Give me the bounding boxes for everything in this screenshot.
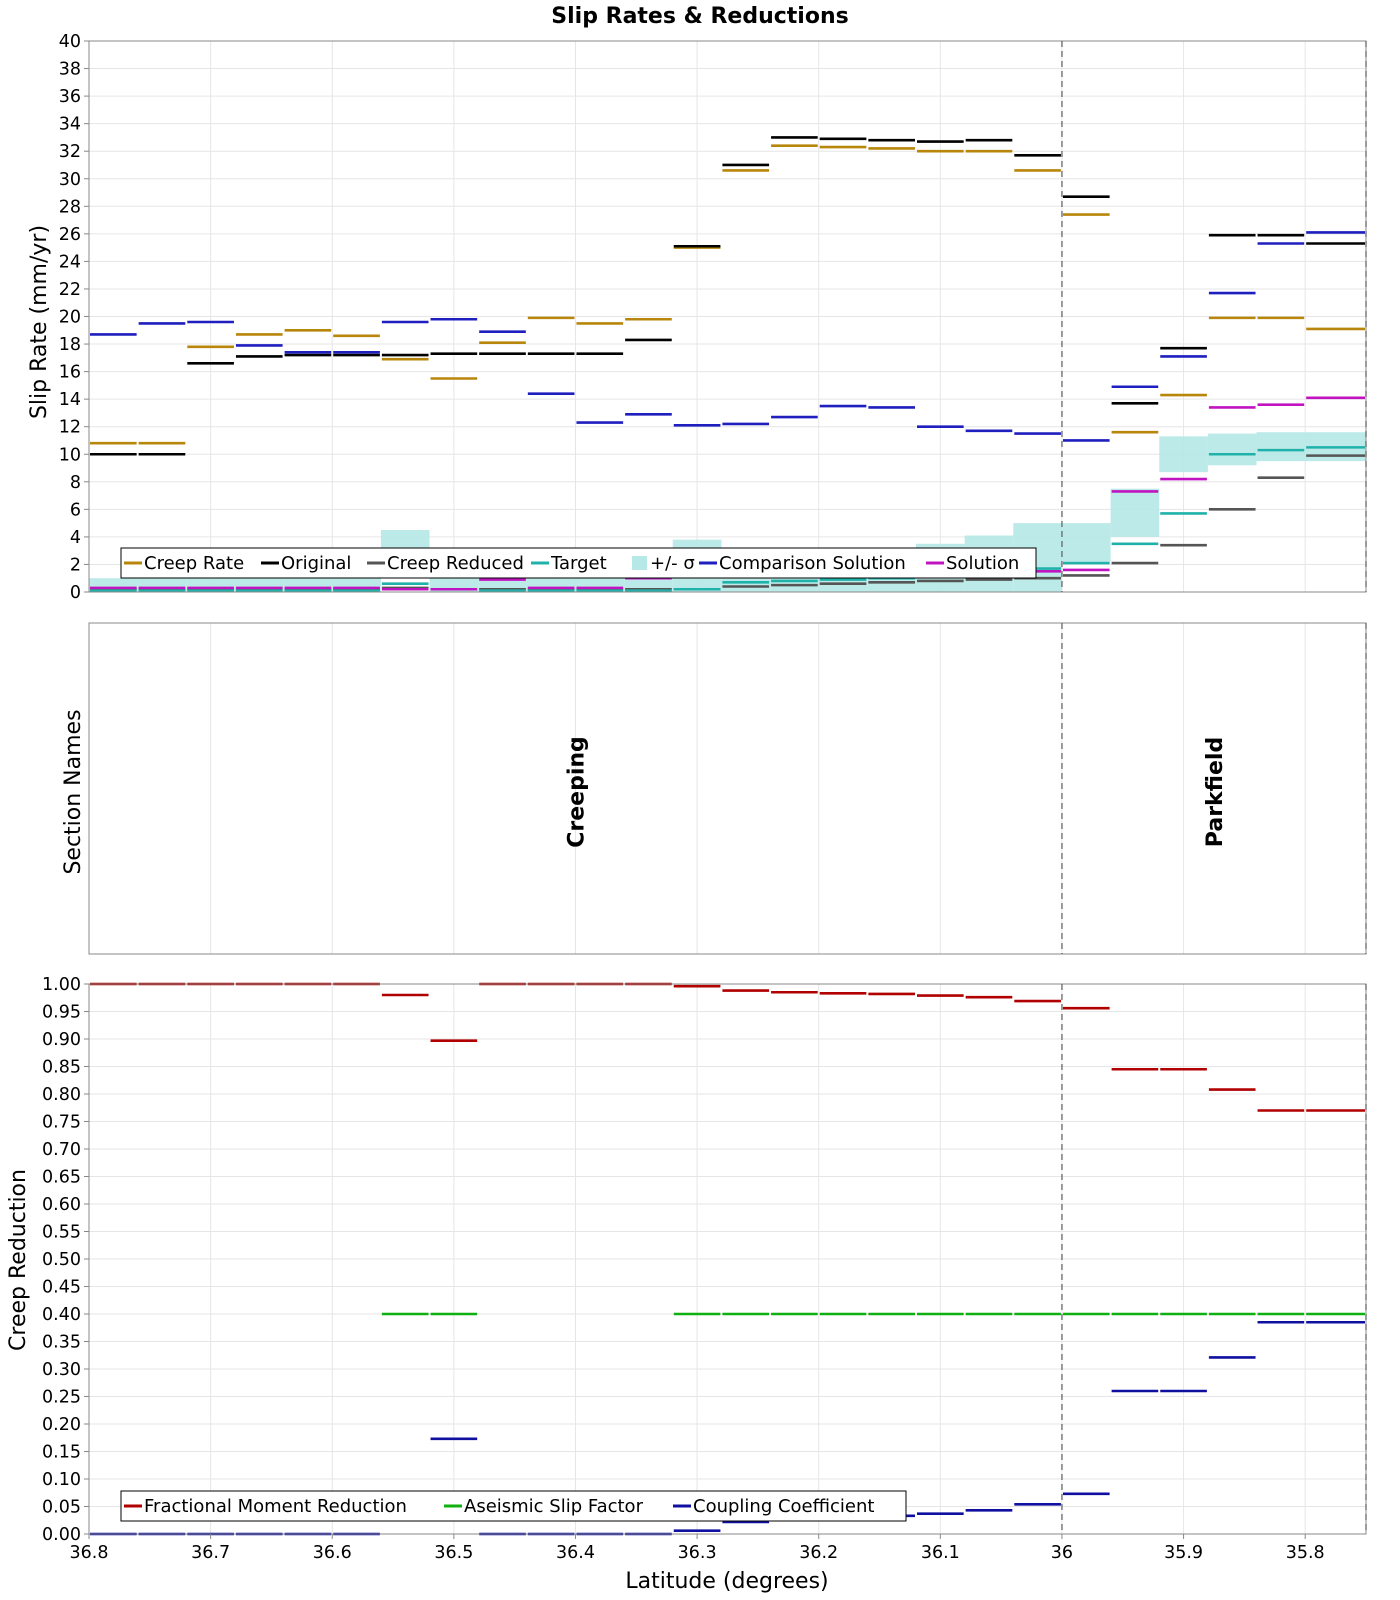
y-tick-label: 6 — [70, 500, 81, 520]
y-tick-label: 36 — [59, 87, 81, 107]
x-tick-label: 36.6 — [313, 1543, 352, 1563]
legend-label: Original — [281, 553, 351, 574]
sigma-band-rect — [1159, 436, 1208, 473]
y-tick-label: 0.00 — [42, 1525, 81, 1545]
y-tick-label: 18 — [59, 335, 81, 355]
x-tick-label: 36.2 — [799, 1543, 838, 1563]
x-tick-label: 35.8 — [1286, 1543, 1325, 1563]
y-tick-label: 0.20 — [42, 1415, 81, 1435]
y-tick-label: 0.15 — [42, 1443, 81, 1463]
y-tick-label: 2 — [70, 555, 81, 575]
bottom-legend-box — [120, 1490, 907, 1522]
slip-rate-panel: 0246810121416182022242628303234363840Cre… — [59, 32, 1367, 603]
top-y-axis-label: Slip Rate (mm/yr) — [27, 225, 52, 419]
y-tick-label: 0.40 — [42, 1305, 81, 1325]
y-tick-label: 0.85 — [42, 1058, 81, 1078]
y-tick-label: 0.35 — [42, 1333, 81, 1353]
legend-label: Target — [550, 553, 607, 574]
plot-background — [89, 623, 1366, 954]
chart-title: Slip Rates & Reductions — [551, 4, 848, 29]
y-tick-label: 0.60 — [42, 1195, 81, 1215]
y-tick-label: 0.10 — [42, 1470, 81, 1490]
legend-label: Solution — [946, 553, 1019, 574]
section-names-panel: Creeping Parkfield — [88, 622, 1367, 955]
y-tick-label: 24 — [59, 252, 81, 272]
legend-label: Aseismic Slip Factor — [464, 1496, 644, 1517]
y-tick-label: 0.05 — [42, 1498, 81, 1518]
y-tick-label: 0.55 — [42, 1223, 81, 1243]
y-tick-label: 0.90 — [42, 1030, 81, 1050]
legend-label: Fractional Moment Reduction — [144, 1496, 407, 1517]
y-tick-label: 26 — [59, 225, 81, 245]
legend-label: Coupling Coefficient — [693, 1496, 874, 1517]
y-tick-label: 32 — [59, 142, 81, 162]
y-tick-label: 8 — [70, 473, 81, 493]
y-tick-label: 38 — [59, 60, 81, 80]
x-tick-label: 36.8 — [70, 1543, 109, 1563]
y-tick-label: 0.65 — [42, 1168, 81, 1188]
y-tick-label: 0.70 — [42, 1140, 81, 1160]
y-tick-label: 0.30 — [42, 1360, 81, 1380]
legend-label: Comparison Solution — [719, 553, 906, 574]
y-tick-label: 1.00 — [42, 975, 81, 995]
sigma-band-rect — [1207, 433, 1257, 466]
creep-reduction-panel: 0.00 0.05 0.10 0.15 0.20 0.25 0.30 0.35 0.40 0.45… — [42, 975, 1367, 1563]
x-tick-label: 36.7 — [191, 1543, 230, 1563]
y-tick-label: 0 — [70, 583, 81, 603]
y-tick-label: 30 — [59, 170, 81, 190]
y-tick-label: 0.95 — [42, 1003, 81, 1023]
y-tick-label: 22 — [59, 280, 81, 300]
section-name-label: Creeping — [564, 736, 589, 848]
y-tick-label: 12 — [59, 418, 81, 438]
y-tick-label: 0.25 — [42, 1388, 81, 1408]
x-axis-label: Latitude (degrees) — [625, 1569, 828, 1594]
x-tick-label: 36.4 — [556, 1543, 595, 1563]
x-tick-label: 36.3 — [678, 1543, 717, 1563]
y-tick-label: 20 — [59, 308, 81, 328]
x-tick-label: 36.5 — [434, 1543, 473, 1563]
sigma-band-rect — [1110, 488, 1160, 537]
bottom-y-axis-label: Creep Reduction — [6, 1169, 31, 1351]
legend-label: Creep Rate — [144, 553, 244, 574]
y-tick-label: 28 — [59, 197, 81, 217]
legend-label: Creep Reduced — [387, 553, 524, 574]
y-tick-label: 34 — [59, 115, 81, 135]
x-tick-label: 36.1 — [921, 1543, 960, 1563]
y-tick-label: 0.50 — [42, 1250, 81, 1270]
legend-sigma-swatch — [632, 556, 647, 570]
sigma-band-rect — [1256, 432, 1306, 462]
y-tick-label: 40 — [59, 32, 81, 52]
y-tick-label: 0.80 — [42, 1085, 81, 1105]
section-name-label: Parkfield — [1203, 737, 1228, 847]
middle-y-axis-label: Section Names — [61, 709, 86, 874]
y-tick-label: 14 — [59, 390, 81, 410]
y-tick-label: 4 — [70, 528, 81, 548]
y-tick-label: 0.75 — [42, 1113, 81, 1133]
x-tick-label: 35.9 — [1164, 1543, 1203, 1563]
y-tick-label: 0.45 — [42, 1278, 81, 1298]
legend-sigma-label: +/- σ — [650, 553, 695, 574]
x-tick-label: 36 — [1051, 1543, 1073, 1563]
sigma-band-rect — [1061, 523, 1111, 562]
y-tick-label: 10 — [59, 445, 81, 465]
y-tick-label: 16 — [59, 363, 81, 383]
